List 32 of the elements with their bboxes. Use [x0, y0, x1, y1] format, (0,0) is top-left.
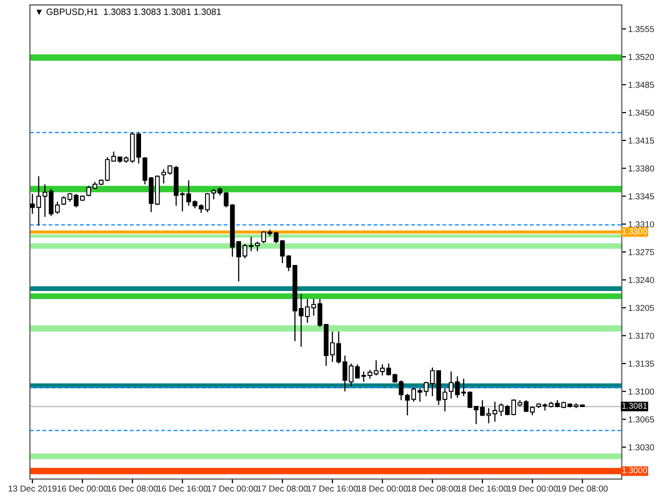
chart-title: ▼ GBPUSD,H1 1.3083 1.3083 1.3081 1.3081: [36, 8, 221, 16]
x-tick-label: 13 Dec 2019: [8, 486, 56, 492]
x-tick-label: 18 Dec 16:00: [457, 486, 508, 492]
y-tick-label: 1.3555: [628, 26, 654, 32]
x-tick-label: 17 Dec 16:00: [307, 486, 358, 492]
y-tick-label: 1.3030: [628, 444, 654, 450]
y-tick-label: 1.3170: [628, 332, 654, 339]
y-tick-label: 1.3135: [628, 360, 654, 367]
x-tick-label: 16 Dec 08:00: [107, 486, 158, 492]
y-tick-label: 1.3520: [628, 54, 654, 60]
y-tick-label: 1.3100: [628, 388, 654, 395]
ref-line-label: 1.3081: [622, 402, 647, 409]
x-tick-label: 16 Dec 16:00: [157, 486, 208, 492]
x-tick-label: 18 Dec 00:00: [357, 486, 408, 492]
band-label: 1.3000: [622, 467, 647, 474]
x-tick-label: 19 Dec 08:00: [557, 486, 608, 492]
y-tick-label: 1.3345: [628, 193, 654, 200]
y-tick-label: 1.3485: [628, 82, 654, 88]
y-tick-label: 1.3065: [628, 416, 654, 422]
y-tick-label: 1.3310: [628, 221, 654, 228]
y-tick-label: 1.3450: [628, 110, 654, 116]
y-tick-label: 1.3205: [628, 304, 654, 311]
x-tick-label: 19 Dec 00:00: [507, 486, 558, 492]
y-tick-label: 1.3275: [628, 249, 654, 256]
y-tick-label: 1.3380: [628, 165, 654, 172]
y-tick-label: 1.3240: [628, 276, 654, 284]
band-label: 1.3300: [622, 228, 647, 234]
x-tick-label: 16 Dec 00:00: [57, 486, 108, 492]
x-tick-label: 17 Dec 00:00: [207, 486, 258, 492]
x-tick-label: 17 Dec 08:00: [257, 486, 308, 492]
x-tick-label: 18 Dec 08:00: [407, 486, 458, 492]
y-tick-label: 1.3415: [628, 138, 654, 144]
